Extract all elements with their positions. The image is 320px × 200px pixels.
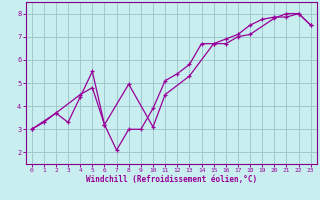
X-axis label: Windchill (Refroidissement éolien,°C): Windchill (Refroidissement éolien,°C) bbox=[86, 175, 257, 184]
